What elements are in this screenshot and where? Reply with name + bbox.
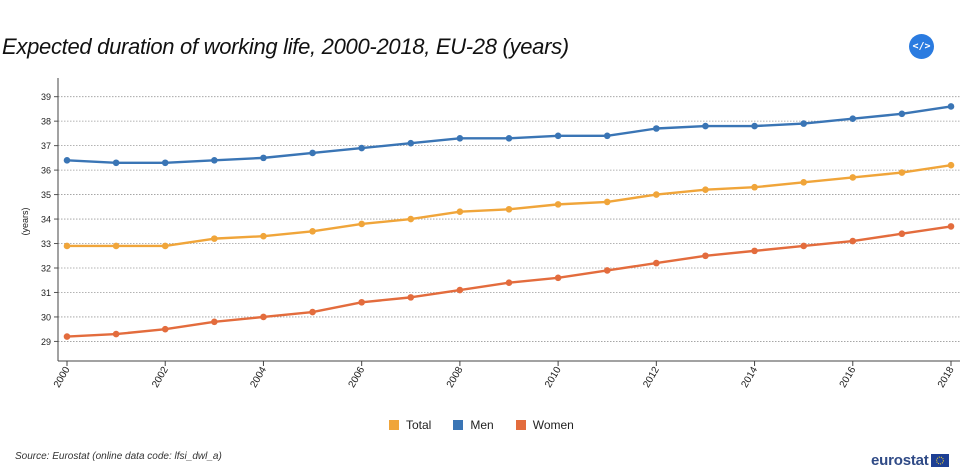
code-embed-icon[interactable]: </> <box>909 34 934 59</box>
legend-swatch-men <box>453 420 464 430</box>
data-point-women <box>211 318 218 326</box>
data-point-women <box>898 230 906 238</box>
data-point-total <box>112 242 120 250</box>
data-point-total <box>947 161 955 169</box>
x-tick-label: 2006 <box>347 365 368 390</box>
data-point-men <box>849 115 857 123</box>
legend-swatch-women <box>515 420 526 430</box>
data-point-women <box>456 286 464 294</box>
y-tick-label: 37 <box>41 141 51 151</box>
data-point-total <box>456 208 464 216</box>
data-point-men <box>309 149 316 157</box>
data-point-women <box>112 330 120 338</box>
data-point-total <box>898 169 906 176</box>
x-tick-label: 2008 <box>445 365 466 390</box>
data-point-men <box>505 134 513 142</box>
data-point-men <box>260 154 267 162</box>
data-point-women <box>849 237 857 245</box>
chart-title: Expected duration of working life, 2000-… <box>2 34 569 59</box>
data-point-women <box>161 325 169 333</box>
logo-text: eurostat <box>871 452 929 469</box>
data-point-total <box>309 227 316 235</box>
x-tick-label: 2002 <box>150 365 171 390</box>
data-point-total <box>800 179 807 186</box>
data-point-men <box>456 134 464 142</box>
y-tick-label: 31 <box>41 288 51 298</box>
data-point-women <box>800 242 807 250</box>
data-point-men <box>112 159 120 167</box>
y-tick-label: 30 <box>41 312 51 322</box>
data-point-men <box>947 103 955 110</box>
data-point-women <box>603 267 611 274</box>
x-tick-label: 2012 <box>641 365 662 390</box>
data-point-total <box>407 215 415 223</box>
chart-legend: Total Men Women <box>389 418 574 432</box>
y-tick-label: 32 <box>41 264 51 274</box>
series-line-men <box>66 105 952 164</box>
x-tick-label: 2004 <box>248 365 269 390</box>
data-point-men <box>407 139 415 147</box>
x-tick-label: 2014 <box>740 365 761 390</box>
data-point-total <box>653 191 660 198</box>
eu-flag-icon <box>930 454 949 467</box>
legend-item-men[interactable]: Men <box>453 418 494 432</box>
y-tick-label: 29 <box>41 337 51 347</box>
data-point-men <box>603 132 611 140</box>
legend-label-total: Total <box>406 418 432 432</box>
y-tick-label: 39 <box>41 92 51 102</box>
x-tick-label: 2018 <box>936 365 957 390</box>
legend-label-women: Women <box>532 418 574 432</box>
data-point-total <box>505 205 513 213</box>
data-point-men <box>358 144 365 152</box>
data-point-total <box>849 174 857 181</box>
data-point-total <box>751 183 758 191</box>
data-point-women <box>653 259 660 267</box>
data-point-men <box>554 132 562 140</box>
x-tick-label: 2010 <box>543 365 564 390</box>
series-line-total <box>67 164 952 248</box>
legend-swatch-total <box>389 420 399 430</box>
data-point-men <box>63 157 71 164</box>
y-tick-label: 36 <box>41 166 51 176</box>
data-point-total <box>211 235 218 242</box>
data-point-men <box>751 122 758 130</box>
data-point-total <box>702 186 709 193</box>
data-point-total <box>358 220 365 228</box>
data-point-women <box>947 223 955 230</box>
source-note: Source: Eurostat (online data code: lfsi… <box>15 451 222 462</box>
data-point-men <box>653 125 660 132</box>
data-point-total <box>554 201 562 208</box>
y-tick-label: 38 <box>41 117 51 127</box>
data-point-men <box>161 159 169 167</box>
eurostat-logo: eurostat <box>871 452 949 469</box>
data-point-total <box>603 198 611 206</box>
data-point-men <box>211 157 218 164</box>
x-tick-label: 2016 <box>838 365 859 390</box>
data-point-women <box>358 298 365 306</box>
data-point-total <box>161 242 169 250</box>
data-point-men <box>800 120 807 127</box>
legend-item-total[interactable]: Total <box>389 418 431 432</box>
data-point-women <box>554 274 562 282</box>
data-point-men <box>898 110 906 118</box>
y-tick-label: 35 <box>41 190 51 200</box>
data-point-women <box>260 313 267 321</box>
legend-item-women[interactable]: Women <box>515 418 574 432</box>
y-tick-label: 33 <box>41 239 51 249</box>
legend-label-men: Men <box>470 418 494 432</box>
y-axis-label: (years) <box>20 207 30 235</box>
data-point-men <box>702 122 709 130</box>
data-point-total <box>63 242 71 250</box>
data-point-women <box>702 252 709 260</box>
data-point-women <box>407 294 415 301</box>
data-point-women <box>63 333 71 340</box>
data-point-total <box>260 232 267 240</box>
data-point-women <box>505 279 513 286</box>
data-point-women <box>751 247 758 255</box>
x-tick-label: 2000 <box>52 365 73 390</box>
y-tick-label: 34 <box>41 215 51 225</box>
data-point-women <box>309 308 316 316</box>
